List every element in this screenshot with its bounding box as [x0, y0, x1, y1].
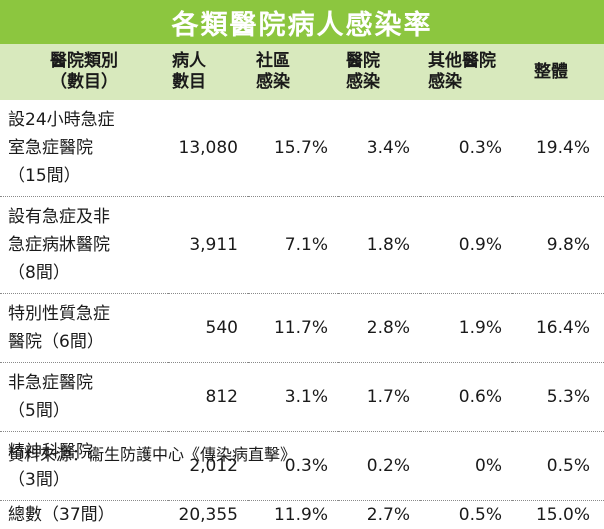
header-total: 整體 — [512, 44, 604, 100]
cell-hospital: 1.7% — [338, 363, 420, 432]
cell-other: 0.9% — [420, 197, 512, 294]
cell-patients: 540 — [168, 294, 248, 363]
cell-total: 19.4% — [512, 100, 604, 197]
cell-other: 0.6% — [420, 363, 512, 432]
row-category: 非急症醫院（5間） — [0, 363, 168, 432]
cell-community: 11.7% — [248, 294, 338, 363]
cell-hospital: 3.4% — [338, 100, 420, 197]
header-community: 社區 感染 — [248, 44, 338, 100]
cell-community: 3.1% — [248, 363, 338, 432]
cell-patients: 20,355 — [168, 501, 248, 529]
cell-other: 0.5% — [420, 501, 512, 529]
header-row: 醫院類別 （數目） 病人 數目 社區 感染 醫院 感染 其他醫院 感染 — [0, 44, 604, 100]
cell-patients: 3,911 — [168, 197, 248, 294]
row-category: 設24小時急症室急症醫院（15間） — [0, 100, 168, 197]
header-other: 其他醫院 感染 — [420, 44, 512, 100]
source-note: 資料來源：衞生防護中心《傳染病直擊》 — [8, 441, 296, 465]
row-category: 設有急症及非急症病牀醫院（8間） — [0, 197, 168, 294]
cell-hospital: 2.7% — [338, 501, 420, 529]
cell-total: 15.0% — [512, 501, 604, 529]
title-bar: 各類醫院病人感染率 — [0, 0, 604, 44]
cell-hospital: 2.8% — [338, 294, 420, 363]
cell-patients: 812 — [168, 363, 248, 432]
header-hospital: 醫院 感染 — [338, 44, 420, 100]
header-patients: 病人 數目 — [168, 44, 248, 100]
cell-community: 15.7% — [248, 100, 338, 197]
cell-hospital: 1.8% — [338, 197, 420, 294]
infection-rate-table-figure: 各類醫院病人感染率 醫院類別 （數目） 病人 數目 社區 感染 — [0, 0, 604, 469]
cell-hospital: 0.2% — [338, 432, 420, 501]
cell-other: 0% — [420, 432, 512, 501]
table-title: 各類醫院病人感染率 — [172, 3, 433, 42]
cell-patients: 13,080 — [168, 100, 248, 197]
cell-total: 0.5% — [512, 432, 604, 501]
cell-other: 1.9% — [420, 294, 512, 363]
cell-other: 0.3% — [420, 100, 512, 197]
cell-community: 11.9% — [248, 501, 338, 529]
cell-total: 5.3% — [512, 363, 604, 432]
cell-community: 7.1% — [248, 197, 338, 294]
header-category: 醫院類別 （數目） — [0, 44, 168, 100]
row-category: 總數（37間） — [0, 501, 168, 529]
cell-total: 16.4% — [512, 294, 604, 363]
cell-total: 9.8% — [512, 197, 604, 294]
row-category: 特別性質急症醫院（6間） — [0, 294, 168, 363]
